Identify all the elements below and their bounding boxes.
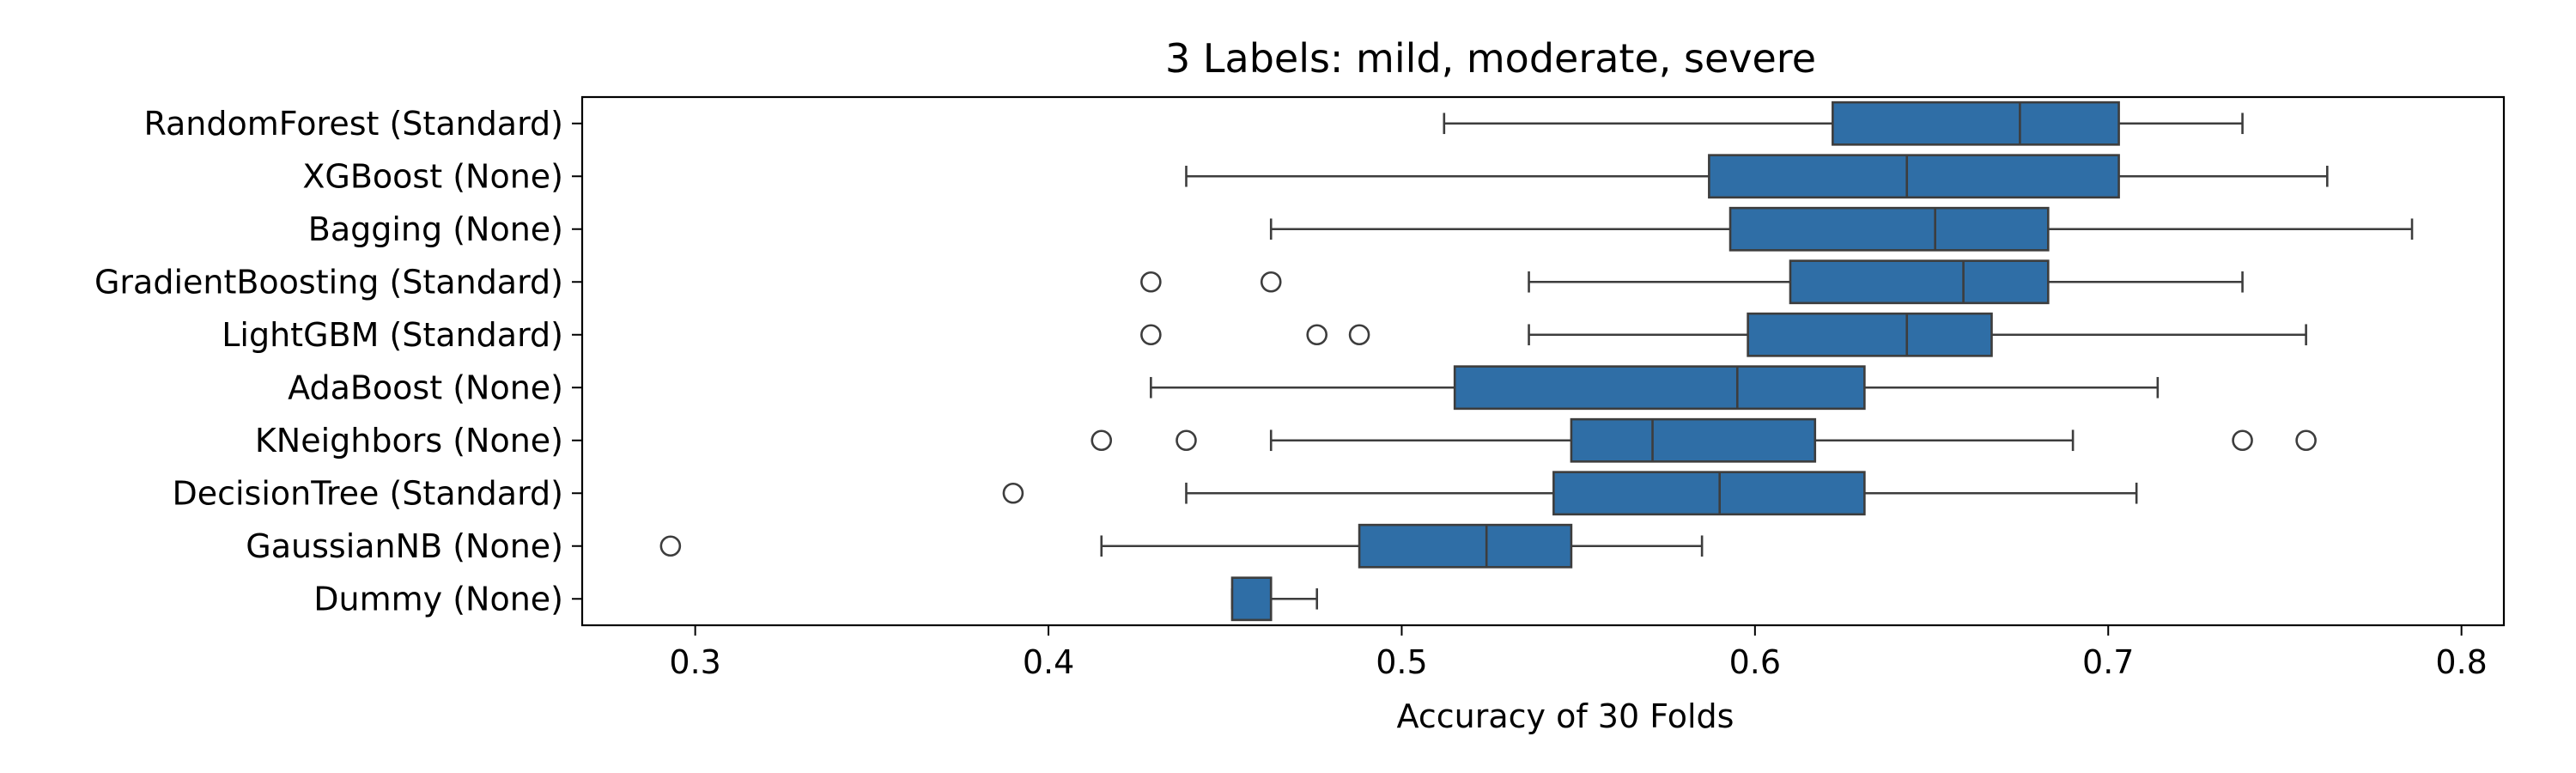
x-tick-label: 0.5 — [1376, 643, 1427, 681]
box-6 — [1091, 417, 2317, 463]
outlier-point — [1306, 324, 1328, 346]
box-8 — [659, 523, 1704, 569]
box-iqr — [1708, 154, 2120, 199]
y-tick-label: Dummy (None) — [313, 580, 563, 618]
x-axis-label: Accuracy of 30 Folds — [1397, 697, 1735, 735]
box-iqr — [1358, 523, 1573, 569]
outlier-point — [2295, 429, 2317, 452]
y-tick-label: Bagging (None) — [308, 210, 563, 248]
outlier-point — [1348, 324, 1370, 346]
box-4 — [1140, 312, 2307, 357]
y-tick-label: KNeighbors (None) — [255, 422, 563, 460]
outlier-point — [659, 535, 682, 557]
y-tick-label: DecisionTree (Standard) — [172, 474, 563, 512]
box-iqr — [1453, 365, 1866, 411]
outlier-point — [1002, 482, 1024, 504]
chart-title: 3 Labels: mild, moderate, severe — [1165, 35, 1816, 82]
x-tick-label: 0.4 — [1023, 643, 1074, 681]
box-iqr — [1570, 417, 1817, 463]
box-2 — [1269, 206, 2414, 252]
plot-area — [659, 100, 2414, 622]
outlier-point — [2232, 429, 2253, 452]
box-iqr — [1230, 576, 1273, 622]
box-3 — [1140, 259, 2244, 305]
box-7 — [1002, 471, 2138, 516]
box-9 — [1230, 576, 1319, 622]
outlier-point — [1176, 429, 1197, 452]
box-iqr — [1728, 206, 2050, 252]
outlier-point — [1140, 271, 1162, 293]
outlier-point — [1260, 271, 1282, 293]
outlier-point — [1091, 429, 1113, 452]
box-iqr — [1832, 100, 2120, 146]
x-axis: 0.3 0.4 0.5 0.6 0.7 0.8 — [669, 625, 2488, 681]
outlier-point — [1140, 324, 1162, 346]
y-tick-label: RandomForest (Standard) — [143, 105, 563, 143]
x-tick-label: 0.6 — [1729, 643, 1781, 681]
x-tick-label: 0.3 — [669, 643, 720, 681]
box-0 — [1443, 100, 2244, 146]
x-tick-label: 0.7 — [2082, 643, 2134, 681]
y-tick-label: GaussianNB (None) — [246, 527, 563, 565]
box-5 — [1150, 365, 2160, 411]
y-axis: RandomForest (Standard) XGBoost (None) Bag… — [94, 105, 582, 618]
y-tick-label: XGBoost (None) — [302, 157, 563, 195]
box-iqr — [1552, 471, 1866, 516]
box-iqr — [1747, 312, 1993, 357]
y-tick-label: AdaBoost (None) — [288, 368, 563, 406]
plot-frame — [580, 95, 2506, 627]
x-tick-label: 0.8 — [2435, 643, 2487, 681]
box-1 — [1185, 154, 2329, 199]
y-tick-label: LightGBM (Standard) — [222, 316, 563, 354]
y-tick-label: GradientBoosting (Standard) — [94, 263, 563, 301]
box-iqr — [1789, 259, 2050, 305]
